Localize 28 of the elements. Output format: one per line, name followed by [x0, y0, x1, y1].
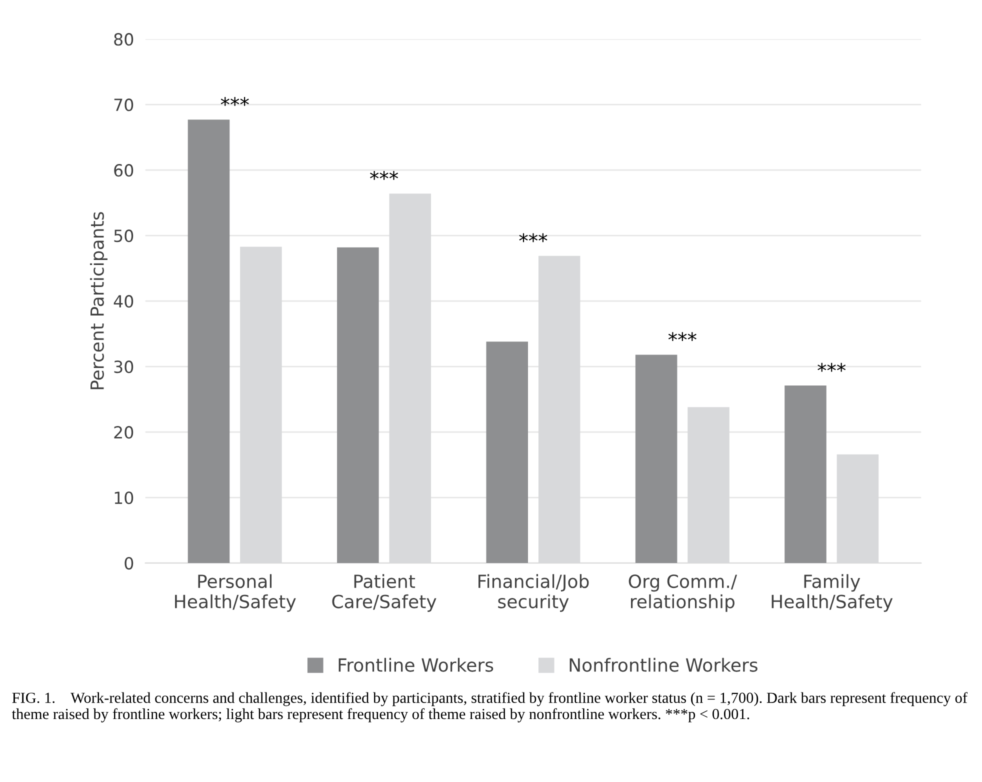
legend-label: Frontline Workers	[338, 658, 494, 672]
y-tick-label: 30	[114, 360, 134, 374]
annotation: ***	[519, 233, 548, 242]
y-tick-label: 80	[114, 33, 134, 46]
annotation: ***	[220, 97, 249, 106]
y-tick-label: 40	[114, 295, 134, 308]
annotation: ***	[668, 332, 696, 341]
bar	[337, 247, 379, 564]
y-tick-label: 20	[114, 426, 134, 439]
y-tick-label: 60	[114, 164, 134, 177]
legend-label: Nonfrontline Workers	[570, 658, 758, 672]
x-tick-label: Financial/Job security	[478, 574, 589, 612]
y-axis-title: Percent Participants	[90, 212, 108, 390]
caption: FIG. 1. Work-related concerns and challenges, identified by participants, stratified by frontline worker status (n = 1,700). Dark bars represent frequency of theme raised by frontline workers; light bars represent frequency of theme raised by nonfrontline workers. ***p < 0.001.	[12, 692, 968, 722]
y-tick-label: 10	[114, 492, 134, 504]
bar	[784, 386, 826, 564]
bar	[635, 354, 678, 564]
y-tick-label: 50	[114, 230, 134, 242]
annotation: ***	[370, 171, 398, 180]
y-tick-label: 70	[114, 98, 134, 112]
x-tick-label: Personal Health/Safety	[175, 574, 296, 612]
x-tick-label: Family Health/Safety	[772, 574, 893, 612]
y-tick-label: 0	[124, 557, 134, 570]
x-tick-label: Org Comm./ relationship	[628, 574, 737, 612]
bar	[486, 342, 528, 564]
bar	[188, 120, 230, 564]
x-tick-label: Patient Care/Safety	[332, 574, 436, 612]
annotation: ***	[818, 362, 846, 372]
